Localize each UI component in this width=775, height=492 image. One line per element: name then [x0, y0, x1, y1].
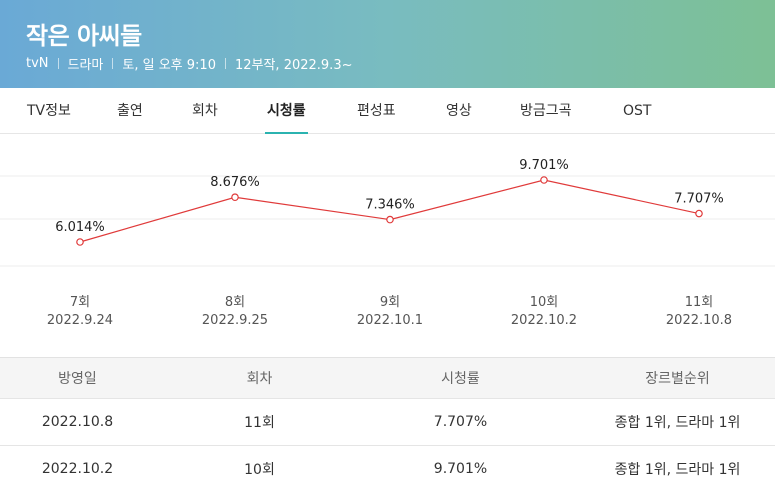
- x-tick-label: 11회: [685, 295, 714, 310]
- x-tick-label: 8회: [225, 295, 245, 310]
- cell-air-date: 2022.10.2: [41, 461, 114, 477]
- cell-genre-rank: 종합 1위, 드라마 1위: [614, 415, 741, 431]
- header-episode: 회차: [246, 371, 273, 387]
- table-row: 2022.10.8 11회 7.707% 종합 1위, 드라마 1위: [0, 398, 775, 445]
- tab-ost[interactable]: OST: [623, 103, 652, 119]
- x-tick-label: 7회: [70, 295, 90, 310]
- data-label: 6.014%: [55, 220, 105, 235]
- tab-ratings[interactable]: 시청률: [265, 88, 308, 134]
- meta-divider: [57, 58, 59, 69]
- x-tick-date: 2022.9.24: [47, 313, 113, 328]
- program-header: 작은 아씨들 tvN 드라마 토, 일 오후 9:10 12부작, 2022.9…: [0, 0, 775, 88]
- data-point: [695, 209, 703, 218]
- data-label: 9.701%: [519, 158, 569, 173]
- data-point: [231, 193, 239, 202]
- cell-air-date: 2022.10.8: [41, 414, 114, 430]
- data-point: [386, 215, 394, 224]
- cell-rating: 9.701%: [433, 461, 488, 477]
- data-label: 7.707%: [674, 192, 724, 207]
- tab-bar: TV정보 출연 회차 시청률 편성표 영상 방금그곡 OST: [0, 88, 775, 134]
- tab-videos[interactable]: 영상: [446, 103, 472, 119]
- tab-music[interactable]: 방금그곡: [520, 103, 572, 119]
- cell-episode: 11회: [244, 415, 275, 431]
- ratings-chart-svg: 6.014% 7회 2022.9.24 8.676% 8회 2022.9.25 7.346%…: [0, 158, 775, 328]
- meta-genre: 드라마: [67, 58, 104, 73]
- header-rating: 시청률: [441, 371, 480, 387]
- program-title: 작은 아씨들: [26, 22, 142, 50]
- program-meta: tvN 드라마 토, 일 오후 9:10 12부작, 2022.9.3~: [26, 54, 352, 73]
- data-label: 7.346%: [365, 198, 415, 213]
- data-point: [76, 238, 84, 246]
- cell-episode: 10회: [244, 462, 275, 478]
- meta-episodes: 12부작, 2022.9.3~: [234, 58, 353, 73]
- x-tick-label: 10회: [530, 295, 559, 310]
- tab-cast[interactable]: 출연: [117, 103, 143, 119]
- tab-episodes[interactable]: 회차: [192, 103, 218, 119]
- tab-tv-info[interactable]: TV정보: [27, 103, 71, 119]
- header-genre-rank: 장르별순위: [645, 371, 710, 387]
- table-row: 2022.10.2 10회 9.701% 종합 1위, 드라마 1위: [0, 445, 775, 492]
- meta-divider: [224, 58, 226, 69]
- x-tick-date: 2022.9.25: [202, 313, 268, 328]
- meta-schedule: 토, 일 오후 9:10: [122, 58, 216, 73]
- x-tick-date: 2022.10.1: [357, 313, 423, 328]
- cell-genre-rank: 종합 1위, 드라마 1위: [614, 462, 741, 478]
- ratings-chart: 6.014% 7회 2022.9.24 8.676% 8회 2022.9.25 7.346%…: [0, 146, 775, 346]
- x-tick-date: 2022.10.8: [666, 313, 732, 328]
- tab-schedule[interactable]: 편성표: [357, 103, 396, 119]
- x-tick-label: 9회: [380, 295, 400, 310]
- table-header: 방영일 회차 시청률 장르별순위: [0, 357, 775, 398]
- x-tick-date: 2022.10.2: [511, 313, 577, 328]
- cell-rating: 7.707%: [433, 414, 488, 430]
- header-air-date: 방영일: [58, 371, 97, 387]
- meta-channel: tvN: [26, 56, 49, 71]
- data-label: 8.676%: [210, 175, 260, 190]
- data-point: [540, 176, 548, 184]
- ratings-table: 방영일 회차 시청률 장르별순위 2022.10.8 11회 7.707% 종합…: [0, 357, 775, 492]
- meta-divider: [112, 58, 114, 69]
